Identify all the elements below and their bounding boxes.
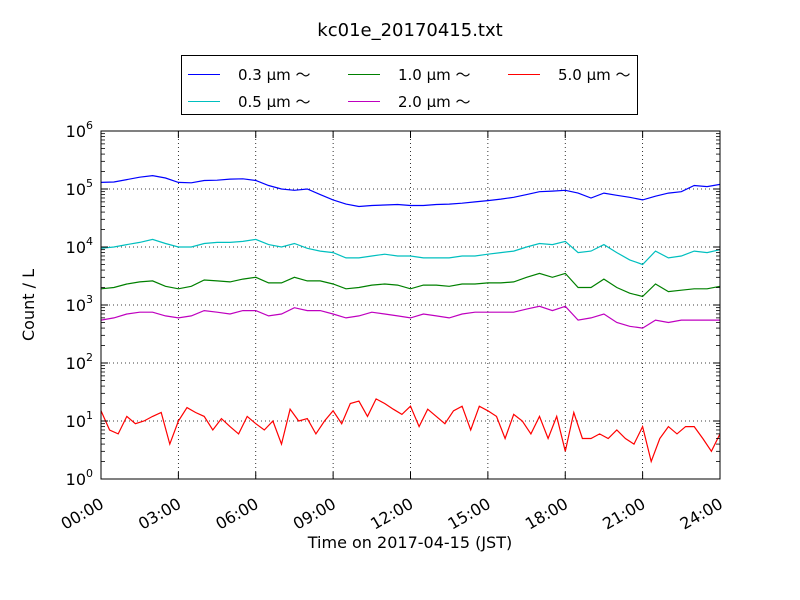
x-tick-label: 12:00 [367,494,416,534]
legend-item-1.0um: 1.0 μm ～ [348,64,471,84]
legend-item-0.5um: 0.5 μm ～ [188,91,311,111]
x-tick-label: 03:00 [135,494,184,534]
legend-label-0.5um: 0.5 μm ～ [238,92,311,111]
legend-label-1.0um: 1.0 μm ～ [398,65,471,84]
legend-label-2.0um: 2.0 μm ～ [398,92,471,111]
y-tick-label: 103 [66,293,93,315]
series-lines [100,174,721,464]
y-axis-label: Count / L [19,269,38,341]
grid-lines [101,131,720,479]
series-line-0 [100,174,721,208]
legend-label-0.3um: 0.3 μm ～ [238,65,311,84]
x-tick-label: 21:00 [599,494,648,534]
y-tick-labels: 100 101 102 103 104 105 106 [66,119,93,489]
series-line-1 [100,238,721,266]
legend-item-0.3um: 0.3 μm ～ [188,64,311,84]
y-tick-label: 106 [66,119,93,141]
axis-ticks [100,130,721,480]
x-tick-label: 18:00 [522,494,571,534]
x-tick-label: 06:00 [212,494,261,534]
y-tick-label: 100 [66,467,93,489]
legend-item-5.0um: 5.0 μm ～ [508,64,631,84]
legend-swatch-0.3um [188,73,220,75]
x-tick-label: 09:00 [290,494,339,534]
legend: 0.3 μm ～ 0.5 μm ～ 1.0 μm ～ 2.0 μm ～ 5.0 … [181,55,638,115]
x-tick-label: 24:00 [677,494,726,534]
y-tick-label: 101 [66,409,93,431]
legend-label-5.0um: 5.0 μm ～ [558,65,631,84]
y-tick-label: 105 [66,177,93,199]
series-line-3 [100,305,720,329]
x-tick-labels: 00:00 03:00 06:00 09:00 12:00 15:00 18:00 21:00… [58,494,726,534]
legend-swatch-5.0um [508,73,540,75]
legend-item-2.0um: 2.0 μm ～ [348,91,471,111]
chart-title: kc01e_20170415.txt [317,20,503,41]
legend-swatch-1.0um [348,73,380,75]
series-line-4 [100,398,721,464]
x-axis-label: Time on 2017-04-15 (JST) [307,533,512,552]
legend-swatch-2.0um [348,100,380,102]
x-tick-label: 15:00 [444,494,493,534]
x-tick-label: 00:00 [58,494,107,534]
y-tick-label: 104 [66,235,93,257]
y-tick-label: 102 [66,351,93,373]
legend-swatch-0.5um [188,100,220,102]
series-line-2 [100,272,721,298]
